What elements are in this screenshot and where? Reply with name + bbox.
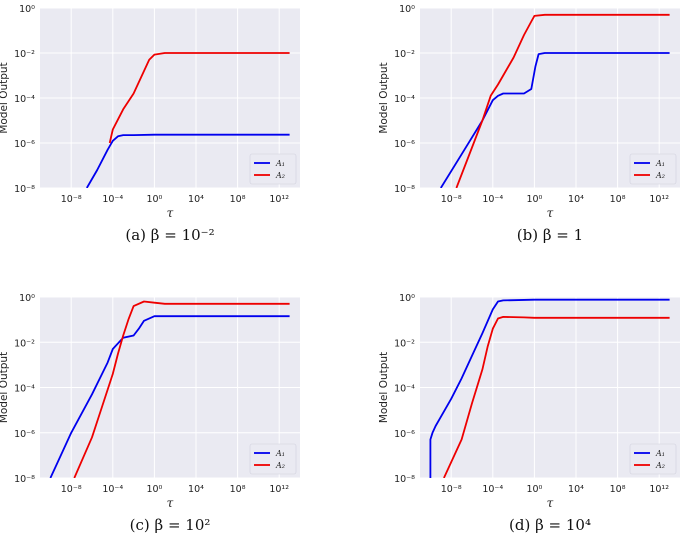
x-tick-label: 10⁻⁸ [61,194,82,205]
y-axis-label: Model Output [378,352,390,423]
y-tick-label: 10⁻⁸ [394,474,415,485]
x-tick-label: 10⁴ [188,194,204,205]
y-tick-label: 10⁰ [399,4,415,15]
chart-panel-4: 10⁻⁸ 10⁻⁴ 10⁰ 10⁴ 10⁸ 10¹² 10⁻⁸ 10⁻⁶ 10⁻⁴ 10⁻² 10⁰… [378,293,680,533]
chart-panel-1: 10⁻⁸ 10⁻⁴ 10⁰ 10⁴ 10⁸ 10¹² 10⁻⁸ 10⁻⁶ 10⁻⁴ 10⁻² 10⁰… [0,4,300,244]
legend-entry: A₂ [655,461,665,470]
series-line-2 [73,300,290,478]
y-tick-label: 10⁰ [19,4,35,15]
y-tick-label: 10⁻⁴ [14,384,35,395]
series-line-2 [455,13,670,188]
x-tick-label: 10⁴ [568,194,584,205]
panel-caption: (a) β = 10⁻² [125,226,214,244]
x-tick-label: 10¹² [269,484,289,495]
legend-entry: A₁ [275,449,285,458]
y-tick-label: 10⁻⁸ [14,474,35,485]
series-line-1 [49,315,290,478]
legend-box [249,153,297,185]
legend-box [249,443,297,475]
x-tick-label: 10¹² [649,484,669,495]
y-tick-label: 10⁻⁴ [394,94,415,105]
y-tick-label: 10⁻⁸ [14,184,35,195]
x-tick-label: 10⁸ [610,484,626,495]
legend-box [629,153,677,185]
y-tick-label: 10⁻⁶ [394,429,415,440]
legend-entry: A₁ [655,449,665,458]
y-axis-label: Model Output [0,62,10,133]
x-tick-label: 10¹² [649,194,669,205]
x-tick-label: 10⁻⁴ [102,194,123,205]
x-tick-label: 10⁻⁴ [482,484,503,495]
x-tick-label: 10⁸ [610,194,626,205]
x-axis-label: τ [547,206,554,220]
x-tick-label: 10⁴ [188,484,204,495]
y-axis-label: Model Output [0,352,10,423]
x-tick-label: 10⁸ [230,194,246,205]
panel-caption: (b) β = 1 [517,226,583,244]
y-axis-label: Model Output [378,62,390,133]
legend-entry: A₁ [655,159,665,168]
x-tick-label: 10⁻⁴ [482,194,503,205]
y-tick-label: 10⁻⁴ [14,94,35,105]
y-tick-label: 10⁻⁸ [394,184,415,195]
panel-caption: (d) β = 10⁴ [509,516,591,533]
series-line-2 [443,315,670,478]
legend-entry: A₁ [275,159,285,168]
x-tick-label: 10⁰ [146,194,162,205]
y-tick-label: 10⁻² [14,338,35,349]
x-axis-label: τ [167,206,174,220]
y-tick-label: 10⁻⁶ [394,139,415,150]
x-tick-label: 10⁰ [526,194,542,205]
legend-entry: A₂ [275,461,285,470]
x-tick-label: 10⁻⁴ [102,484,123,495]
y-tick-label: 10⁻⁶ [14,429,35,440]
chart-panel-2: 10⁻⁸ 10⁻⁴ 10⁰ 10⁴ 10⁸ 10¹² 10⁻⁸ 10⁻⁶ 10⁻⁴ 10⁻² 10⁰… [378,4,680,244]
y-tick-label: 10⁻² [14,49,35,60]
x-tick-label: 10⁴ [568,484,584,495]
x-tick-label: 10⁻⁸ [441,194,462,205]
x-tick-label: 10⁻⁸ [441,484,462,495]
series-line-1 [429,298,670,478]
x-tick-label: 10⁰ [146,484,162,495]
x-tick-label: 10⁻⁸ [61,484,82,495]
x-tick-label: 10⁰ [526,484,542,495]
y-tick-label: 10⁻² [394,49,415,60]
chart-panel-3: 10⁻⁸ 10⁻⁴ 10⁰ 10⁴ 10⁸ 10¹² 10⁻⁸ 10⁻⁶ 10⁻⁴ 10⁻² 10⁰… [0,293,300,533]
x-tick-label: 10¹² [269,194,289,205]
y-tick-label: 10⁻⁶ [14,139,35,150]
legend-entry: A₂ [275,171,285,180]
y-tick-label: 10⁰ [19,293,35,304]
legend-entry: A₂ [655,171,665,180]
y-tick-label: 10⁻⁴ [394,384,415,395]
x-axis-label: τ [167,496,174,510]
y-tick-label: 10⁰ [399,293,415,304]
x-axis-label: τ [547,496,554,510]
x-tick-label: 10⁸ [230,484,246,495]
series-line-2 [108,52,290,144]
series-line-1 [86,133,290,188]
legend-box [629,443,677,475]
panel-caption: (c) β = 10² [130,516,211,533]
y-tick-label: 10⁻² [394,338,415,349]
